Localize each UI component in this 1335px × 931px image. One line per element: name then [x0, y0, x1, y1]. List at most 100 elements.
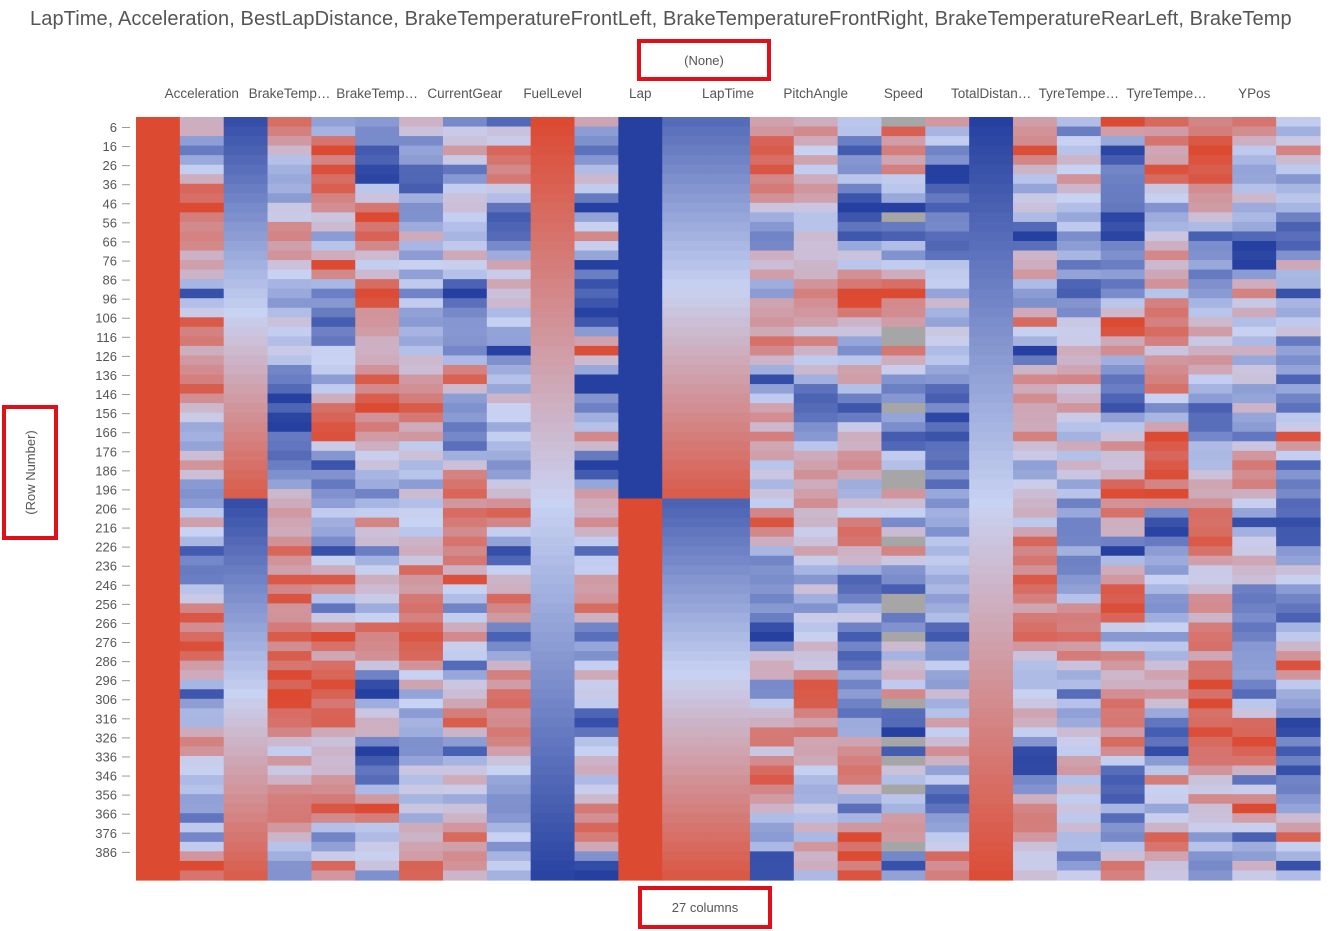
heatmap-cell[interactable] [311, 326, 356, 337]
heatmap-cell[interactable] [486, 841, 532, 852]
heatmap-cell[interactable] [399, 727, 444, 738]
heatmap-cell[interactable] [749, 727, 795, 738]
heatmap-cell[interactable] [793, 498, 839, 509]
heatmap-cell[interactable] [486, 250, 532, 261]
heatmap-cell[interactable] [925, 240, 970, 252]
heatmap-cell[interactable] [793, 870, 839, 881]
heatmap-cell[interactable] [530, 822, 576, 833]
heatmap-cell[interactable] [1013, 670, 1058, 681]
heatmap-cell[interactable] [355, 317, 400, 328]
heatmap-cell[interactable] [749, 612, 795, 624]
heatmap-cell[interactable] [223, 612, 269, 624]
heatmap-cell[interactable] [1188, 746, 1233, 757]
heatmap-cell[interactable] [1100, 412, 1146, 423]
heatmap-cell[interactable] [530, 641, 576, 652]
heatmap-cell[interactable] [1276, 517, 1321, 528]
heatmap-cell[interactable] [442, 374, 488, 385]
heatmap-cell[interactable] [442, 527, 488, 538]
heatmap-cell[interactable] [749, 412, 795, 423]
heatmap-cell[interactable] [1276, 841, 1321, 852]
heatmap-cell[interactable] [925, 355, 970, 366]
heatmap-cell[interactable] [311, 450, 356, 461]
heatmap-cell[interactable] [706, 822, 751, 833]
heatmap-cell[interactable] [1056, 450, 1102, 461]
heatmap-cell[interactable] [662, 441, 707, 452]
heatmap-cell[interactable] [1188, 775, 1233, 786]
heatmap-cell[interactable] [530, 202, 576, 213]
heatmap-cell[interactable] [486, 622, 532, 633]
heatmap-cell[interactable] [399, 202, 444, 213]
heatmap-cell[interactable] [486, 698, 532, 709]
heatmap-cell[interactable] [267, 136, 313, 147]
heatmap-cell[interactable] [1276, 832, 1321, 843]
heatmap-cell[interactable] [1100, 593, 1146, 605]
heatmap-cell[interactable] [793, 603, 839, 614]
heatmap-cell[interactable] [706, 689, 751, 700]
heatmap-cell[interactable] [530, 183, 576, 194]
heatmap-cell[interactable] [749, 536, 795, 547]
heatmap-cell[interactable] [793, 469, 839, 481]
heatmap-cell[interactable] [179, 298, 225, 309]
heatmap-cell[interactable] [1013, 651, 1058, 662]
heatmap-cell[interactable] [311, 469, 356, 481]
heatmap-cell[interactable] [618, 851, 663, 862]
heatmap-cell[interactable] [136, 279, 181, 290]
heatmap-cell[interactable] [969, 536, 1014, 547]
heatmap-cell[interactable] [1013, 660, 1058, 671]
heatmap-cell[interactable] [1013, 221, 1058, 233]
heatmap-cell[interactable] [530, 269, 576, 280]
heatmap-cell[interactable] [749, 508, 795, 519]
heatmap-cell[interactable] [311, 193, 356, 204]
heatmap-cell[interactable] [837, 317, 883, 328]
heatmap-cell[interactable] [355, 746, 400, 757]
heatmap-cell[interactable] [442, 860, 488, 872]
heatmap-cell[interactable] [1056, 136, 1102, 147]
heatmap-cell[interactable] [136, 736, 181, 748]
heatmap-cell[interactable] [1100, 117, 1146, 128]
heatmap-cell[interactable] [1144, 164, 1190, 175]
heatmap-cell[interactable] [881, 641, 926, 652]
heatmap-cell[interactable] [749, 117, 795, 128]
heatmap-cell[interactable] [136, 870, 181, 881]
heatmap-cell[interactable] [1056, 622, 1102, 633]
heatmap-cell[interactable] [1144, 212, 1190, 223]
heatmap-cell[interactable] [1144, 145, 1190, 156]
heatmap-cell[interactable] [179, 355, 225, 366]
heatmap-cell[interactable] [969, 450, 1014, 461]
heatmap-cell[interactable] [399, 784, 444, 795]
heatmap-cell[interactable] [179, 517, 225, 528]
heatmap-cell[interactable] [1100, 288, 1146, 299]
heatmap-cell[interactable] [136, 527, 181, 538]
heatmap-cell[interactable] [837, 393, 883, 404]
heatmap-cell[interactable] [749, 708, 795, 719]
heatmap-cell[interactable] [442, 593, 488, 605]
heatmap-cell[interactable] [136, 164, 181, 175]
heatmap-cell[interactable] [399, 775, 444, 786]
heatmap-cell[interactable] [969, 155, 1014, 166]
heatmap-cell[interactable] [530, 422, 576, 433]
heatmap-cell[interactable] [925, 632, 970, 643]
heatmap-cell[interactable] [223, 527, 269, 538]
heatmap-cell[interactable] [311, 422, 356, 433]
heatmap-cell[interactable] [749, 231, 795, 242]
heatmap-cell[interactable] [925, 450, 970, 461]
heatmap-cell[interactable] [1188, 412, 1233, 423]
heatmap-cell[interactable] [969, 641, 1014, 652]
heatmap-cell[interactable] [1188, 498, 1233, 509]
heatmap-cell[interactable] [442, 756, 488, 767]
heatmap-cell[interactable] [355, 698, 400, 709]
heatmap-cell[interactable] [574, 221, 619, 233]
heatmap-cell[interactable] [1013, 736, 1058, 748]
heatmap-cell[interactable] [1056, 403, 1102, 414]
heatmap-cell[interactable] [618, 145, 663, 156]
heatmap-cell[interactable] [662, 240, 707, 252]
heatmap-cell[interactable] [1276, 307, 1321, 318]
heatmap-cell[interactable] [749, 174, 795, 185]
heatmap-cell[interactable] [267, 822, 313, 833]
heatmap-cell[interactable] [1144, 765, 1190, 776]
heatmap-cell[interactable] [881, 736, 926, 748]
heatmap-cell[interactable] [1276, 326, 1321, 337]
heatmap-cell[interactable] [706, 622, 751, 633]
heatmap-cell[interactable] [662, 221, 707, 233]
heatmap-cell[interactable] [837, 183, 883, 194]
